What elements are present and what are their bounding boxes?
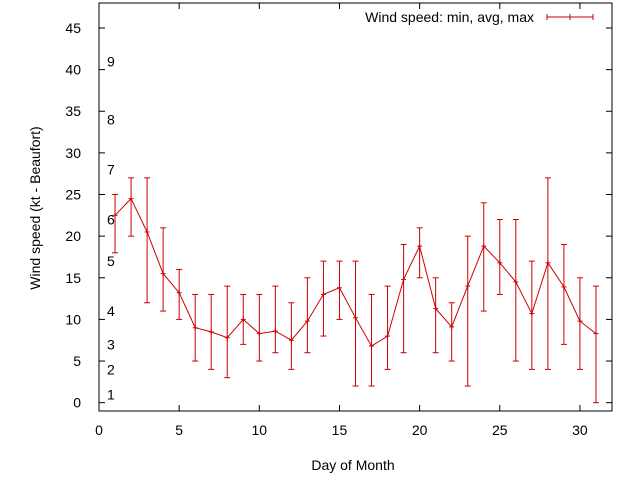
beaufort-label: 2 (107, 361, 115, 377)
x-tick-label: 30 (572, 422, 588, 438)
x-tick-label: 0 (95, 422, 103, 438)
plot-frame (98, 2, 613, 412)
y-tick-label: 30 (65, 145, 81, 161)
x-tick-label: 20 (412, 422, 428, 438)
beaufort-label: 3 (107, 336, 115, 352)
y-tick-label: 5 (73, 353, 81, 369)
y-tick-label: 25 (65, 187, 81, 203)
x-tick-label: 15 (332, 422, 348, 438)
beaufort-label: 4 (107, 303, 115, 319)
x-tick-label: 25 (492, 422, 508, 438)
x-axis-label: Day of Month (311, 457, 394, 473)
x-tick-label: 5 (175, 422, 183, 438)
beaufort-scale-labels: 1 2 3 4 5 6 7 8 9 (107, 53, 115, 402)
x-tick-label: 10 (252, 422, 268, 438)
beaufort-label: 9 (107, 53, 115, 69)
y-tick-label: 35 (65, 103, 81, 119)
series-wind-speed (112, 177, 599, 404)
beaufort-label: 7 (107, 162, 115, 178)
y-tick-label: 20 (65, 228, 81, 244)
legend-label: Wind speed: min, avg, max (365, 9, 534, 25)
legend: Wind speed: min, avg, max (365, 9, 594, 25)
y-tick-label: 40 (65, 62, 81, 78)
y-tick-label: 15 (65, 270, 81, 286)
y-axis-label: Wind speed (kt - Beaufort) (27, 126, 43, 289)
plot-border (98, 2, 613, 412)
beaufort-label: 8 (107, 112, 115, 128)
y-tick-label: 45 (65, 20, 81, 36)
beaufort-label: 6 (107, 211, 115, 227)
beaufort-label: 5 (107, 253, 115, 269)
beaufort-label: 1 (107, 386, 115, 402)
y-tick-label: 0 (73, 395, 81, 411)
y-tick-label: 10 (65, 311, 81, 327)
